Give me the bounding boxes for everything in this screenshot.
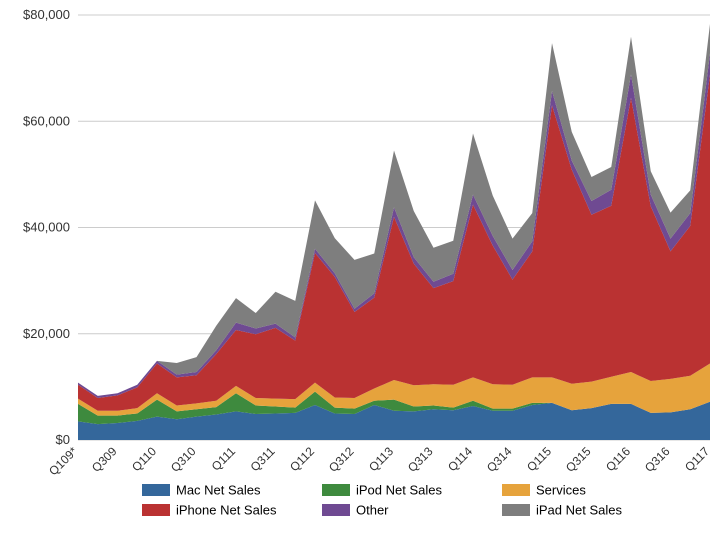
x-tick-label: Q315 <box>563 444 594 475</box>
x-tick-label: Q316 <box>642 444 673 475</box>
x-tick-label: Q314 <box>484 444 515 475</box>
y-tick-label: $80,000 <box>23 7 70 22</box>
legend-swatch-ipad <box>502 504 530 516</box>
x-tick-label: Q313 <box>405 444 436 475</box>
legend-label-other: Other <box>356 502 389 517</box>
y-tick-label: $40,000 <box>23 220 70 235</box>
chart-svg: $0 $20,000 $40,000 $60,000 $80,000 Q109* Q309 Q… <box>0 0 721 543</box>
legend-label-ipad: iPad Net Sales <box>536 502 622 517</box>
x-tick-label: Q109* <box>46 444 80 478</box>
legend-label-ipod: iPod Net Sales <box>356 482 442 497</box>
y-tick-label: $20,000 <box>23 326 70 341</box>
legend-swatch-mac <box>142 484 170 496</box>
x-tick-label: Q113 <box>366 444 396 474</box>
x-tick-label: Q117 <box>682 444 712 474</box>
stacked-area-chart: $0 $20,000 $40,000 $60,000 $80,000 Q109* Q309 Q… <box>0 0 721 543</box>
x-tick-label: Q310 <box>168 444 199 475</box>
legend-swatch-ipod <box>322 484 350 496</box>
y-tick-label: $0 <box>56 432 70 447</box>
x-tick-label: Q312 <box>326 444 357 475</box>
legend-label-iphone: iPhone Net Sales <box>176 502 277 517</box>
legend-swatch-iphone <box>142 504 170 516</box>
legend-label-services: Services <box>536 482 586 497</box>
y-tick-label: $60,000 <box>23 113 70 128</box>
x-tick-label: Q110 <box>129 444 159 474</box>
x-tick-label: Q311 <box>248 444 278 474</box>
x-tick-label: Q112 <box>287 444 317 474</box>
x-tick-label: Q116 <box>603 444 633 474</box>
x-tick-label: Q309 <box>89 444 120 475</box>
legend-label-mac: Mac Net Sales <box>176 482 261 497</box>
series-iphone <box>78 75 710 411</box>
x-tick-label: Q115 <box>524 444 554 474</box>
legend-swatch-other <box>322 504 350 516</box>
x-tick-label: Q111 <box>209 444 239 474</box>
legend-swatch-services <box>502 484 530 496</box>
x-tick-label: Q114 <box>445 444 475 474</box>
